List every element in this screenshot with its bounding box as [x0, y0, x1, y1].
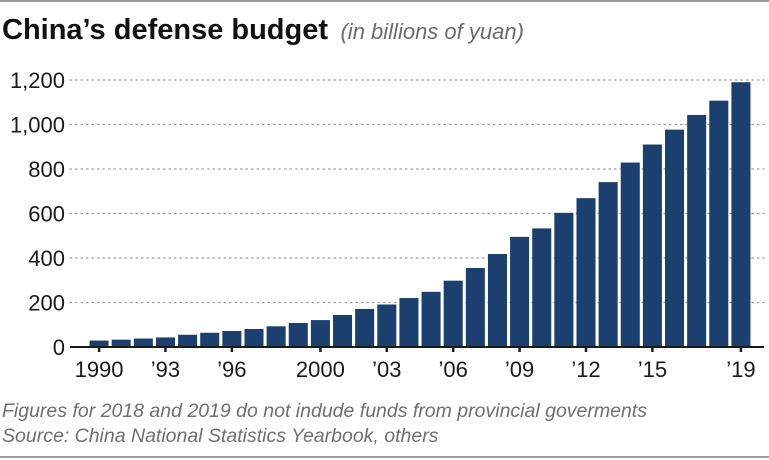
source-note: Source: China National Statistics Yearbo… — [2, 425, 439, 447]
y-tick-label: 200 — [28, 291, 65, 316]
chart-title: China’s defense budget — [2, 14, 329, 46]
footnote: Figures for 2018 and 2019 do not indude … — [2, 400, 647, 422]
bar-1997 — [244, 328, 264, 347]
bar-2017 — [687, 114, 707, 348]
x-tick-label: ’06 — [439, 357, 468, 382]
x-tick-label: ’12 — [571, 357, 600, 382]
bar-2010 — [532, 228, 552, 347]
y-tick-label: 400 — [28, 246, 65, 271]
bar-1994 — [178, 334, 198, 347]
y-axis-labels: 0 200 400 600 800 1,000 1,200 — [10, 68, 65, 360]
x-tick-label: ’19 — [726, 357, 755, 382]
bar-1996 — [222, 330, 242, 347]
bar-2009 — [510, 236, 530, 347]
x-axis-tick-marks — [97, 346, 743, 352]
bar-2006 — [443, 280, 463, 347]
bar-2005 — [421, 291, 441, 347]
bar-2001 — [333, 314, 353, 347]
bar-2013 — [598, 182, 618, 347]
bar-1995 — [200, 332, 220, 347]
bar-2011 — [554, 212, 574, 347]
chart-subtitle: (in billions of yuan) — [340, 19, 524, 44]
bars — [89, 82, 751, 348]
y-tick-label: 600 — [28, 202, 65, 227]
bar-2000 — [310, 320, 330, 347]
x-tick-label: ’09 — [505, 357, 534, 382]
bar-1991 — [111, 339, 131, 347]
y-tick-label: 800 — [28, 157, 65, 182]
bar-2015 — [642, 144, 662, 347]
bar-1998 — [266, 326, 286, 347]
bar-2016 — [665, 129, 685, 347]
bar-1990 — [89, 340, 109, 347]
bottom-rule — [0, 456, 769, 458]
y-tick-label: 0 — [53, 335, 65, 360]
bar-chart: 0 200 400 600 800 1,000 1,200 1990 ’93 ’96 2000 ’0… — [10, 68, 765, 382]
bar-1999 — [288, 322, 308, 347]
bar-2014 — [620, 162, 640, 347]
chart-header: China’s defense budget (in billions of y… — [2, 14, 524, 47]
bar-2018 — [709, 100, 729, 347]
x-axis-labels: 1990 ’93 ’96 2000 ’03 ’06 ’09 ’12 ’15 ’19 — [75, 357, 756, 382]
x-tick-label: 2000 — [296, 357, 345, 382]
bar-2019 — [731, 82, 751, 347]
bar-2002 — [355, 308, 375, 347]
bar-1993 — [155, 337, 175, 347]
bar-1992 — [133, 338, 153, 347]
bar-2012 — [576, 198, 596, 347]
x-tick-label: 1990 — [75, 357, 124, 382]
bar-2003 — [377, 304, 397, 347]
bar-2007 — [465, 268, 485, 347]
x-tick-label: ’03 — [372, 357, 401, 382]
x-tick-label: ’93 — [151, 357, 180, 382]
y-tick-label: 1,200 — [10, 68, 65, 93]
x-tick-label: ’15 — [638, 357, 667, 382]
bar-2008 — [487, 253, 507, 347]
top-rule — [0, 0, 769, 2]
y-tick-label: 1,000 — [10, 113, 65, 138]
bar-2004 — [399, 298, 419, 347]
x-tick-label: ’96 — [217, 357, 246, 382]
